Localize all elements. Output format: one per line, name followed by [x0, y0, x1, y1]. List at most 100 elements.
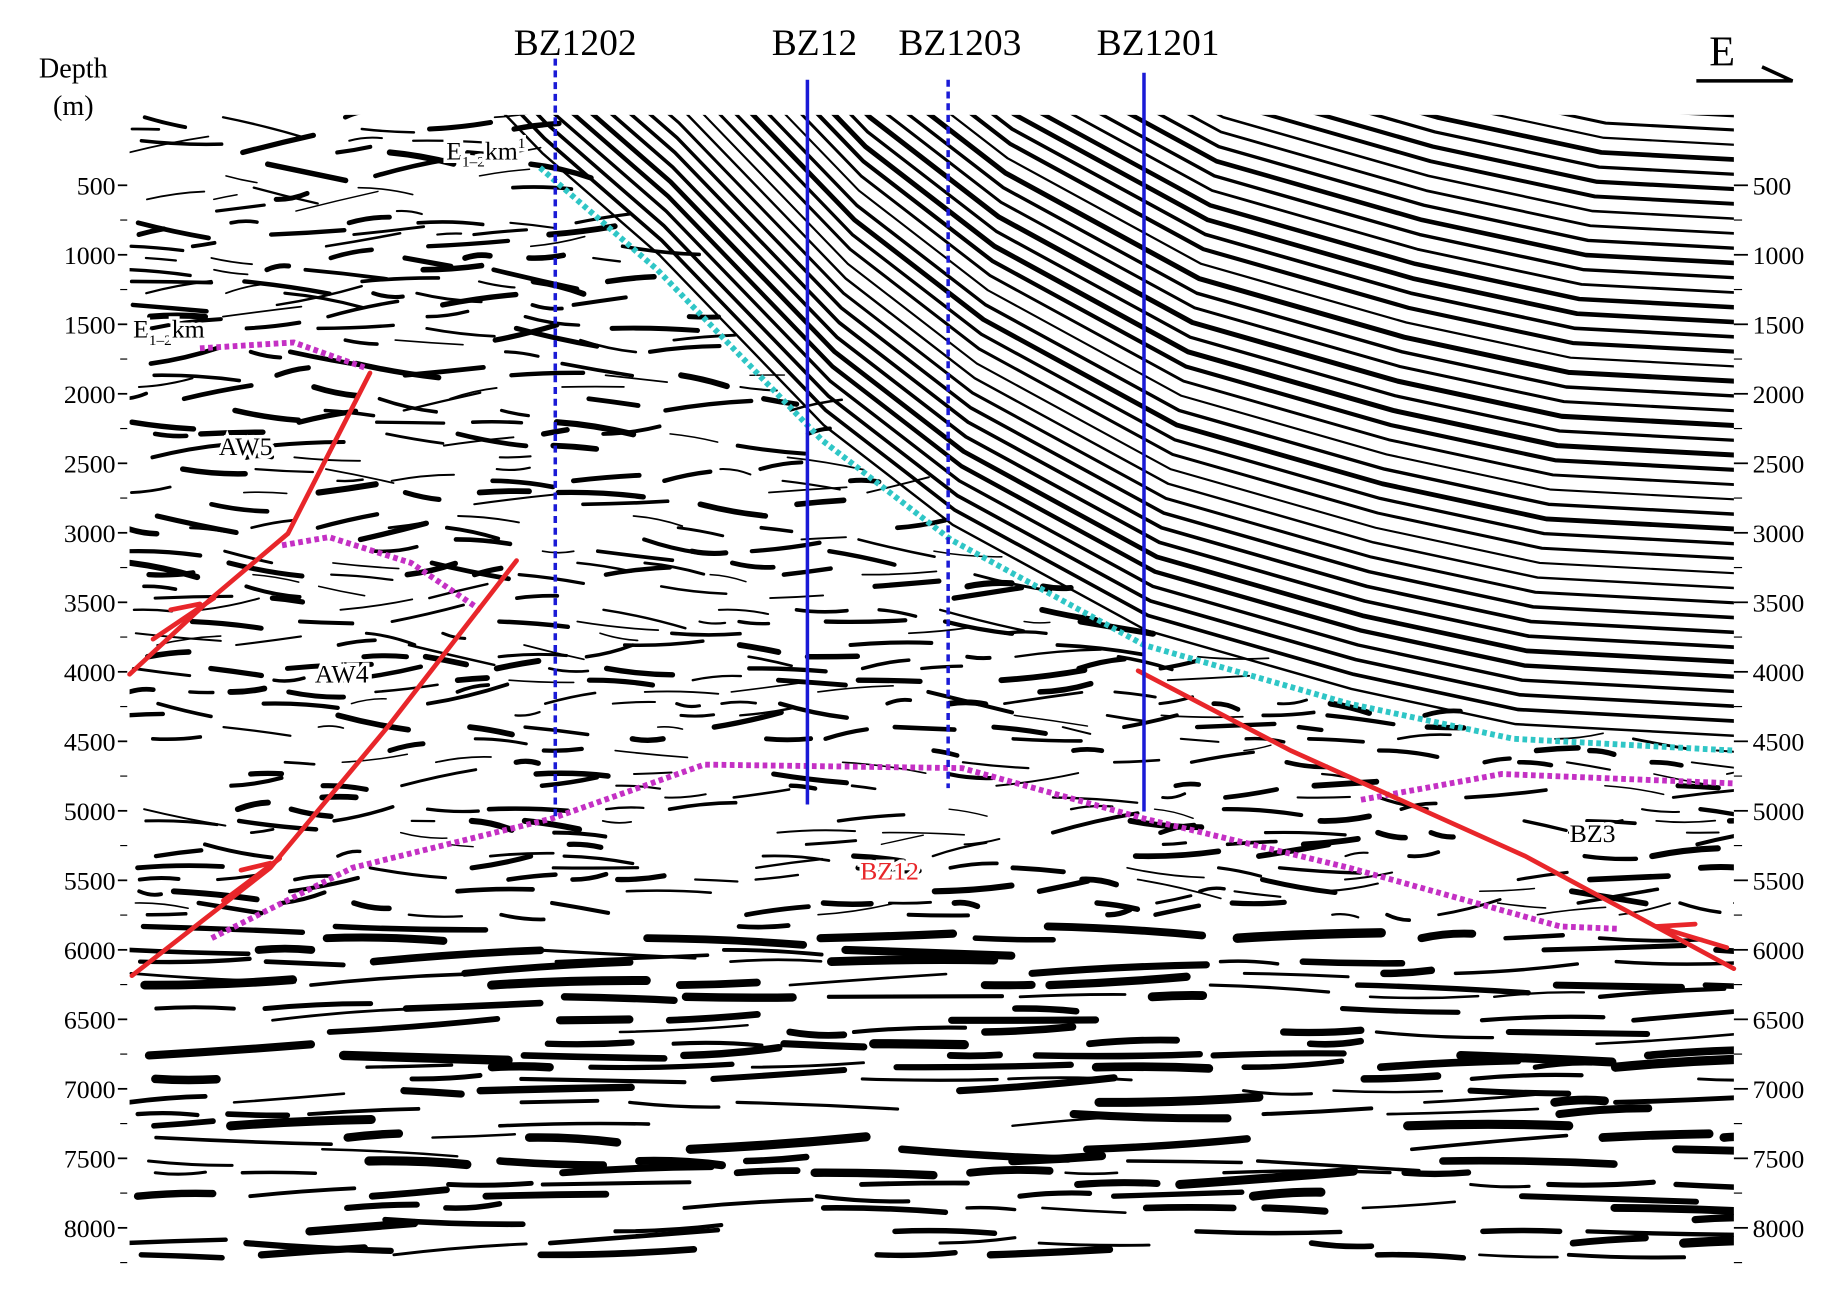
seismic-reflector — [1232, 928, 1386, 943]
seismic-reflector — [1229, 899, 1287, 907]
seismic-reflector — [676, 526, 725, 538]
seismic-reflector — [254, 467, 314, 474]
seismic-reflector — [274, 365, 311, 378]
seismic-reflector — [442, 436, 515, 447]
seismic-reflector — [588, 1061, 735, 1071]
seismic-reflector — [1516, 759, 1554, 768]
seismic-reflector — [293, 874, 333, 882]
seismic-reflector — [364, 1156, 472, 1170]
seismic-reflector — [855, 865, 922, 874]
seismic-reflector — [320, 783, 369, 792]
seismic-reflector — [271, 1007, 419, 1022]
label-part: E — [133, 315, 149, 344]
seismic-reflector — [632, 515, 684, 527]
seismic-reflector — [144, 819, 219, 827]
seismic-reflector — [130, 485, 172, 494]
seismic-reflector — [965, 1205, 1017, 1212]
seismic-reflector — [682, 1197, 814, 1210]
structure-label: AW5 — [219, 432, 273, 461]
seismic-reflector — [1218, 959, 1280, 966]
seismic-reflector — [1604, 784, 1665, 796]
seismic-reflector — [681, 992, 797, 1002]
seismic-reflector — [365, 1063, 454, 1069]
seismic-reflector — [469, 853, 534, 871]
seismic-reflector — [495, 466, 531, 472]
seismic-reflector — [422, 653, 470, 668]
seismic-reflector — [906, 912, 970, 918]
seismic-reflector — [560, 993, 678, 1004]
seismic-reflector — [851, 853, 907, 864]
seismic-reflector — [679, 713, 716, 718]
seismic-reflector — [869, 1039, 969, 1050]
y-tick-label: 6000 — [1753, 936, 1805, 965]
seismic-reflector — [497, 619, 571, 630]
seismic-reflector — [786, 1028, 848, 1039]
seismic-reflector — [857, 538, 936, 558]
seismic-reflector — [390, 473, 455, 482]
seismic-reflector — [613, 1222, 724, 1234]
seismic-reflector — [461, 958, 634, 977]
seismic-reflector — [1428, 830, 1456, 840]
seismic-reflector — [956, 1074, 1118, 1095]
seismic-reflector — [1719, 1132, 1734, 1142]
seismic-reflector — [571, 295, 628, 307]
seismic-reflector — [222, 305, 303, 318]
seismic-reflector — [482, 1190, 610, 1200]
label-part: 1–2 — [462, 154, 485, 171]
seismic-reflector — [881, 831, 966, 836]
seismic-reflector — [689, 548, 729, 556]
seismic-reflector — [286, 689, 346, 700]
seismic-reflector — [667, 800, 738, 811]
seismic-reflector — [874, 1250, 958, 1259]
seismic-reflector — [1339, 1005, 1461, 1015]
seismic-reflector — [1076, 656, 1127, 672]
fault — [129, 558, 519, 979]
seismic-reflector — [150, 735, 203, 742]
seismic-reflector — [605, 806, 645, 811]
seismic-reflector — [554, 953, 710, 964]
seismic-reflector — [244, 453, 275, 460]
seismic-reflector — [1126, 114, 1734, 266]
seismic-reflector — [386, 149, 457, 167]
seismic-reflector — [948, 861, 999, 870]
structure-label: BZ12 — [860, 857, 919, 886]
seismic-reflector — [1061, 726, 1092, 735]
seismic-reflector — [1385, 912, 1412, 922]
seismic-reflector — [252, 573, 300, 583]
seismic-reflector — [264, 263, 292, 273]
seismic-reflector — [1587, 873, 1671, 883]
seismic-reflector — [1194, 721, 1277, 730]
seismic-reflector — [1041, 1206, 1127, 1215]
y-tick-label: 3500 — [64, 589, 116, 618]
seismic-reflector — [1280, 1026, 1365, 1037]
seismic-reflector — [885, 697, 913, 706]
well-label: BZ1202 — [514, 23, 637, 64]
seismic-reflector — [129, 1094, 208, 1105]
seismic-reflector — [144, 1040, 316, 1060]
seismic-reflector — [648, 114, 1734, 620]
seismic-reflector — [1410, 1133, 1569, 1152]
seismic-reflector — [129, 711, 165, 718]
seismic-reflector — [288, 806, 334, 820]
seismic-reflector — [508, 679, 575, 684]
seismic-reflector — [400, 768, 478, 788]
seismic-reflector — [1010, 865, 1066, 875]
seismic-reflector — [1105, 907, 1133, 918]
y-tick-label: 8000 — [1753, 1214, 1805, 1243]
seismic-reflector — [850, 784, 877, 791]
seismic-reflector — [154, 1005, 236, 1011]
seismic-reflector — [395, 209, 423, 216]
seismic-reflector — [1469, 1072, 1584, 1082]
seismic-reflector — [579, 338, 638, 354]
seismic-reflector — [343, 338, 379, 346]
seismic-reflector — [440, 291, 519, 308]
seismic-reflector — [264, 161, 349, 184]
seismic-reflector — [497, 652, 569, 659]
seismic-reflector — [855, 677, 923, 684]
seismic-reflector — [691, 674, 743, 682]
seismic-reflector — [1505, 1028, 1651, 1038]
seismic-reflector — [656, 726, 684, 730]
seismic-reflector — [709, 573, 747, 583]
seismic-reflector — [136, 226, 167, 238]
compass-label: E — [1709, 29, 1735, 76]
